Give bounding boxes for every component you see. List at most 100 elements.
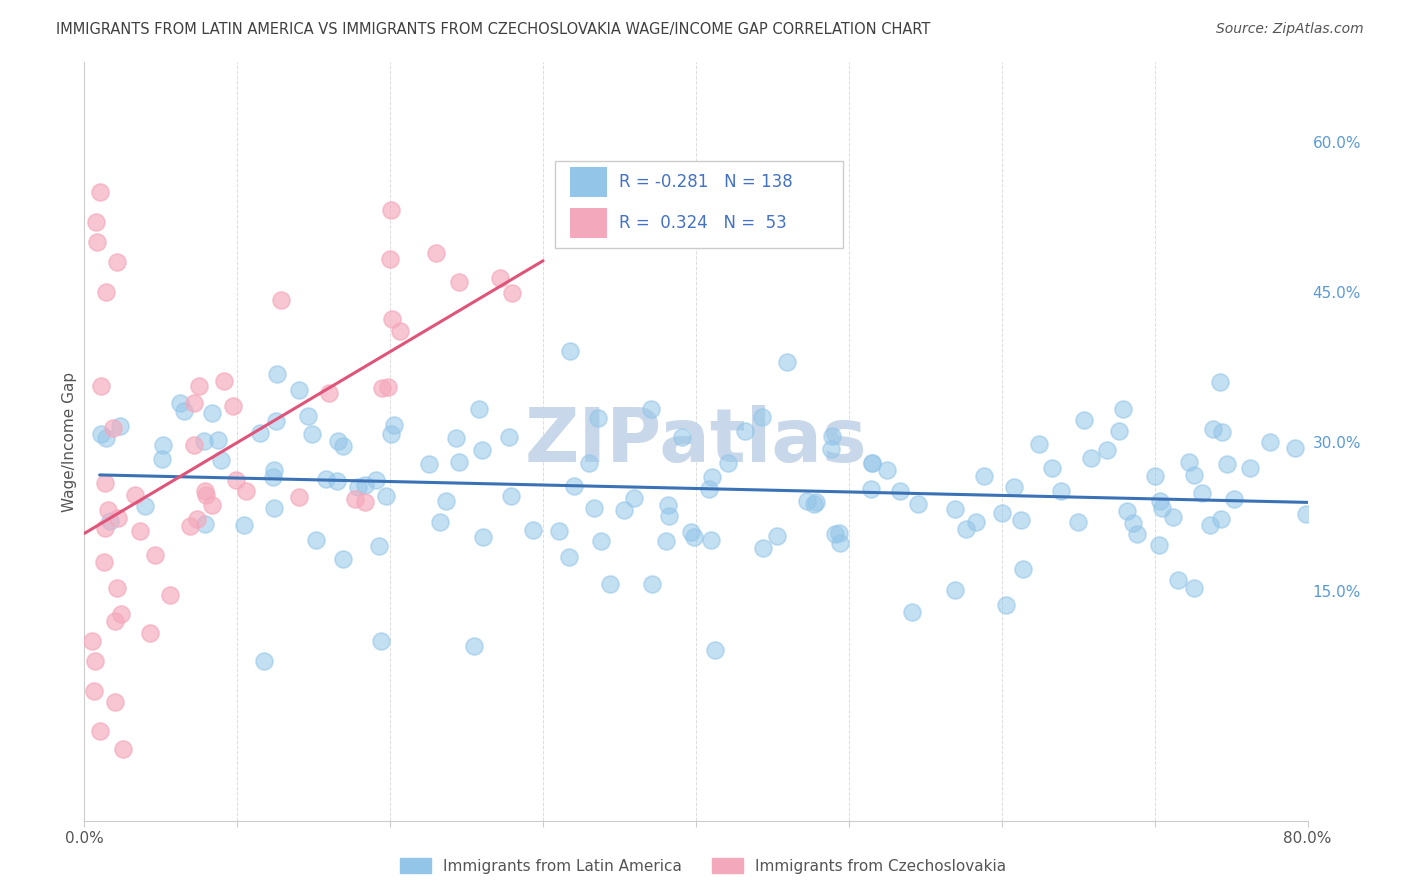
Point bbox=[377, 380, 399, 394]
Point bbox=[623, 491, 645, 505]
Point bbox=[384, 417, 406, 432]
Point bbox=[159, 588, 181, 602]
Point bbox=[1010, 513, 1032, 527]
Point bbox=[1080, 450, 1102, 465]
Point bbox=[1222, 491, 1244, 506]
Point bbox=[364, 473, 387, 487]
Point bbox=[253, 654, 276, 668]
Point bbox=[449, 455, 471, 469]
Point bbox=[907, 497, 929, 511]
Point bbox=[83, 684, 105, 698]
Point bbox=[90, 426, 112, 441]
Point bbox=[1149, 494, 1171, 508]
Point bbox=[354, 495, 377, 509]
Point bbox=[700, 533, 723, 547]
Point bbox=[103, 421, 125, 435]
Text: R = -0.281   N = 138: R = -0.281 N = 138 bbox=[619, 173, 793, 191]
Point bbox=[1150, 501, 1173, 516]
Point bbox=[105, 581, 128, 595]
Point bbox=[943, 502, 966, 516]
Point bbox=[86, 235, 108, 249]
Point bbox=[1258, 434, 1281, 449]
Point bbox=[94, 475, 117, 490]
Point bbox=[429, 515, 451, 529]
Point bbox=[655, 533, 678, 548]
Point bbox=[188, 379, 211, 393]
Point bbox=[471, 530, 494, 544]
Point bbox=[1095, 442, 1118, 457]
Point bbox=[613, 502, 636, 516]
Point bbox=[225, 473, 247, 487]
Point bbox=[446, 431, 468, 445]
Point bbox=[326, 434, 349, 448]
Point bbox=[1115, 504, 1137, 518]
Point bbox=[1147, 538, 1170, 552]
Point bbox=[305, 533, 328, 547]
Point bbox=[343, 492, 366, 507]
Point bbox=[683, 531, 706, 545]
Point bbox=[388, 324, 411, 338]
Point bbox=[1182, 581, 1205, 595]
Point bbox=[374, 489, 396, 503]
Point bbox=[1199, 517, 1222, 532]
FancyBboxPatch shape bbox=[569, 167, 606, 197]
Point bbox=[1122, 516, 1144, 530]
Point bbox=[1295, 507, 1317, 521]
Point bbox=[1126, 527, 1149, 541]
Point bbox=[471, 443, 494, 458]
Point bbox=[586, 411, 609, 425]
Point bbox=[658, 509, 681, 524]
Point bbox=[717, 456, 740, 470]
Point bbox=[1167, 574, 1189, 588]
Point bbox=[287, 384, 309, 398]
Point bbox=[194, 483, 217, 498]
Point bbox=[201, 498, 224, 512]
Point bbox=[860, 456, 883, 470]
Point bbox=[641, 576, 664, 591]
Point bbox=[578, 456, 600, 470]
Point bbox=[547, 524, 569, 539]
Point bbox=[134, 499, 156, 513]
Point bbox=[821, 429, 844, 443]
Point bbox=[266, 414, 288, 428]
Point bbox=[179, 518, 201, 533]
Point bbox=[889, 483, 911, 498]
Point bbox=[370, 634, 392, 648]
Point bbox=[1012, 562, 1035, 576]
Point bbox=[681, 524, 703, 539]
Point bbox=[860, 483, 883, 497]
Point bbox=[1211, 425, 1233, 440]
Point bbox=[287, 490, 309, 504]
Point bbox=[110, 607, 132, 621]
Point bbox=[775, 355, 797, 369]
Point bbox=[93, 555, 115, 569]
Point bbox=[108, 418, 131, 433]
Point bbox=[702, 469, 724, 483]
Point bbox=[657, 498, 679, 512]
Point bbox=[434, 494, 457, 508]
Point bbox=[965, 515, 987, 529]
Point bbox=[194, 516, 217, 531]
Point bbox=[796, 494, 818, 508]
Point bbox=[418, 458, 440, 472]
Point bbox=[173, 404, 195, 418]
FancyBboxPatch shape bbox=[569, 208, 606, 238]
Point bbox=[315, 472, 337, 486]
Point bbox=[96, 431, 118, 445]
Point bbox=[112, 742, 135, 756]
Point bbox=[326, 475, 349, 489]
Text: Source: ZipAtlas.com: Source: ZipAtlas.com bbox=[1216, 22, 1364, 37]
Point bbox=[599, 577, 621, 591]
Point bbox=[1201, 422, 1223, 436]
Point bbox=[1239, 460, 1261, 475]
Point bbox=[195, 488, 218, 502]
Point bbox=[734, 424, 756, 438]
Point bbox=[270, 293, 292, 308]
Point bbox=[1216, 457, 1239, 471]
Point bbox=[995, 598, 1018, 612]
Point bbox=[129, 524, 152, 538]
Point bbox=[98, 514, 121, 528]
Point bbox=[138, 625, 160, 640]
Point bbox=[169, 396, 191, 410]
Text: IMMIGRANTS FROM LATIN AMERICA VS IMMIGRANTS FROM CZECHOSLOVAKIA WAGE/INCOME GAP : IMMIGRANTS FROM LATIN AMERICA VS IMMIGRA… bbox=[56, 22, 931, 37]
